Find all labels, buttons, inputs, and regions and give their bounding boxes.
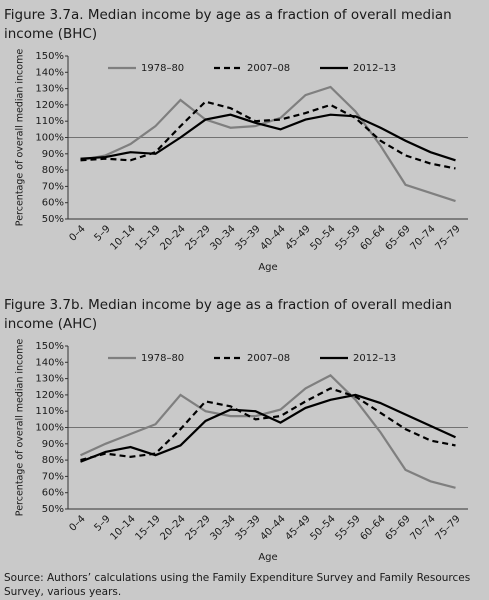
- y-axis-label: Percentage of overall median income: [15, 339, 26, 517]
- x-tick-label: 10–14: [108, 513, 137, 542]
- chart: 50% 60% 70% 80% 90% 100% 110% 120% 130% 140% 150% 0…: [15, 339, 468, 563]
- x-tick-label: 75–79: [433, 223, 462, 252]
- y-tick-label: 140%: [35, 357, 64, 368]
- y-tick-label: 110%: [35, 406, 64, 417]
- y-tick-label: 120%: [35, 100, 64, 111]
- series-line: [80, 100, 456, 170]
- x-tick-label: 35–39: [233, 513, 262, 542]
- legend-label: 2007–08: [247, 353, 290, 364]
- y-tick-label: 50%: [42, 214, 64, 225]
- x-tick-label: 70–74: [408, 223, 437, 252]
- x-tick-label: 75–79: [433, 513, 462, 542]
- x-tick-label: 25–29: [183, 513, 212, 542]
- y-tick-label: 100%: [35, 133, 64, 144]
- y-tick-label: 70%: [42, 181, 64, 192]
- x-tick-label: 55–59: [333, 223, 362, 252]
- x-tick-label: 35–39: [233, 223, 262, 252]
- x-tick-label: 15–19: [133, 223, 162, 252]
- x-tick-label: 60–64: [358, 513, 387, 542]
- y-tick-label: 90%: [42, 149, 64, 160]
- y-tick-label: 110%: [35, 116, 64, 127]
- x-tick-label: 30–34: [208, 223, 237, 252]
- chart-title: Figure 3.7a. Median income by age as a f…: [4, 7, 452, 42]
- chart-title: Figure 3.7b. Median income by age as a f…: [4, 297, 452, 332]
- y-tick-label: 80%: [42, 455, 64, 466]
- y-tick-label: 150%: [35, 341, 64, 352]
- x-tick-label: 40–44: [258, 223, 287, 252]
- legend-label: 1978–80: [141, 353, 184, 364]
- legend-label: 1978–80: [141, 63, 184, 74]
- y-tick-label: 90%: [42, 439, 64, 450]
- x-tick-label: 20–24: [158, 223, 187, 252]
- chart: 50% 60% 70% 80% 90% 100% 110% 120% 130% 140% 150% 0…: [15, 49, 468, 273]
- y-axis-label: Percentage of overall median income: [15, 49, 26, 227]
- x-tick-label: 20–24: [158, 513, 187, 542]
- y-tick-label: 130%: [35, 84, 64, 95]
- x-axis-label: Age: [258, 552, 277, 563]
- x-axis-label: Age: [258, 262, 277, 273]
- x-tick-label: 45–49: [283, 223, 312, 252]
- x-tick-label: 60–64: [358, 223, 387, 252]
- y-tick-label: 120%: [35, 390, 64, 401]
- y-tick-label: 130%: [35, 374, 64, 385]
- y-tick-label: 100%: [35, 423, 64, 434]
- x-tick-label: 15–19: [133, 513, 162, 542]
- y-tick-label: 50%: [42, 504, 64, 515]
- x-tick-label: 45–49: [283, 513, 312, 542]
- y-tick-label: 140%: [35, 67, 64, 78]
- x-tick-label: 0–4: [67, 223, 87, 243]
- x-tick-label: 30–34: [208, 513, 237, 542]
- y-tick-label: 60%: [42, 488, 64, 499]
- y-tick-label: 80%: [42, 165, 64, 176]
- series-line: [80, 113, 456, 162]
- legend-label: 2012–13: [353, 63, 396, 74]
- series-line: [80, 85, 456, 203]
- x-tick-label: 65–69: [383, 513, 412, 542]
- x-tick-label: 50–54: [308, 223, 337, 252]
- x-tick-label: 0–4: [67, 513, 87, 533]
- x-tick-label: 25–29: [183, 223, 212, 252]
- x-tick-label: 55–59: [333, 513, 362, 542]
- legend-label: 2007–08: [247, 63, 290, 74]
- source-note: Source: Authors’ calculations using the …: [4, 572, 471, 598]
- series-line: [80, 393, 456, 463]
- y-tick-label: 60%: [42, 198, 64, 209]
- x-tick-label: 50–54: [308, 513, 337, 542]
- x-tick-label: 5–9: [92, 513, 112, 533]
- legend-label: 2012–13: [353, 353, 396, 364]
- series-line: [80, 373, 456, 489]
- x-tick-label: 65–69: [383, 223, 412, 252]
- y-tick-label: 150%: [35, 51, 64, 62]
- x-tick-label: 70–74: [408, 513, 437, 542]
- x-tick-label: 10–14: [108, 223, 137, 252]
- y-tick-label: 70%: [42, 471, 64, 482]
- x-tick-label: 40–44: [258, 513, 287, 542]
- x-tick-label: 5–9: [92, 223, 112, 243]
